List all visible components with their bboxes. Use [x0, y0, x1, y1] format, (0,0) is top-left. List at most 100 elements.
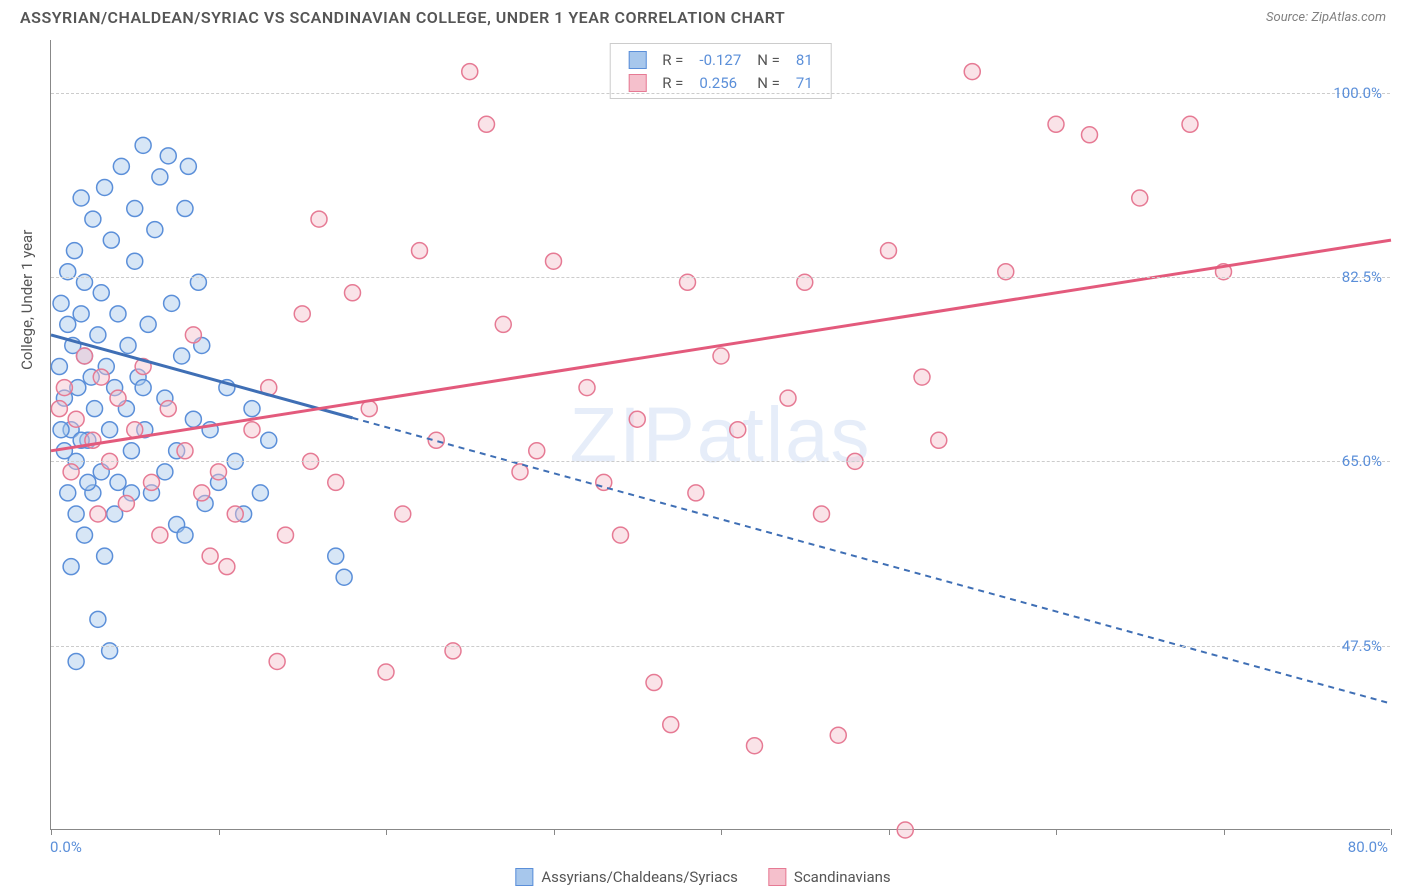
scatter-point: [90, 611, 106, 627]
scatter-point: [68, 653, 84, 669]
scatter-point: [56, 380, 72, 396]
scatter-point: [68, 506, 84, 522]
series-legend: Assyrians/Chaldeans/Syriacs Scandinavian…: [515, 868, 890, 886]
scatter-point: [147, 222, 163, 238]
scatter-point: [164, 295, 180, 311]
scatter-point: [73, 306, 89, 322]
x-tick: [1224, 829, 1225, 835]
trend-line-solid: [51, 240, 1391, 451]
legend-row-series2: R = 0.256 N = 71: [620, 71, 821, 94]
x-tick: [386, 829, 387, 835]
scatter-point: [68, 411, 84, 427]
y-tick-label: 82.5%: [1342, 268, 1382, 286]
legend-r-value-1: -0.127: [691, 48, 749, 71]
scatter-point: [202, 548, 218, 564]
x-axis-max-label: 80.0%: [1348, 838, 1388, 856]
scatter-point: [60, 316, 76, 332]
scatter-point: [261, 432, 277, 448]
scatter-point: [113, 158, 129, 174]
scatter-point: [102, 422, 118, 438]
scatter-point: [269, 653, 285, 669]
scatter-point: [160, 401, 176, 417]
legend-item-series2: Scandinavians: [768, 868, 891, 886]
legend-n-value-1: 81: [788, 48, 821, 71]
swatch-series1: [515, 868, 533, 886]
scatter-point: [123, 443, 139, 459]
scatter-point: [140, 316, 156, 332]
scatter-point: [77, 348, 93, 364]
correlation-legend: R = -0.127 N = 81 R = 0.256 N = 71: [609, 43, 832, 99]
scatter-point: [127, 253, 143, 269]
scatter-point: [90, 327, 106, 343]
x-tick: [1056, 829, 1057, 835]
scatter-point: [931, 432, 947, 448]
scatter-point: [160, 148, 176, 164]
scatter-point: [103, 232, 119, 248]
y-tick-label: 100.0%: [1333, 84, 1382, 102]
scatter-point: [180, 158, 196, 174]
scatter-point: [244, 422, 260, 438]
scatter-point: [830, 727, 846, 743]
source-attribution: Source: ZipAtlas.com: [1266, 10, 1386, 25]
scatter-point: [345, 285, 361, 301]
legend-item-series1: Assyrians/Chaldeans/Syriacs: [515, 868, 738, 886]
scatter-point: [294, 306, 310, 322]
x-tick: [51, 829, 52, 835]
y-tick-label: 65.0%: [1342, 452, 1382, 470]
scatter-point: [462, 64, 478, 80]
gridline: [51, 93, 1390, 94]
scatter-point: [646, 675, 662, 691]
scatter-point: [135, 380, 151, 396]
scatter-point: [336, 569, 352, 585]
scatter-point: [219, 559, 235, 575]
scatter-point: [914, 369, 930, 385]
scatter-point: [881, 243, 897, 259]
scatter-point: [1182, 116, 1198, 132]
scatter-point: [152, 527, 168, 543]
scatter-point: [278, 527, 294, 543]
scatter-point: [152, 169, 168, 185]
legend-r-label: R =: [654, 71, 691, 94]
legend-label-series2: Scandinavians: [794, 868, 891, 886]
scatter-point: [780, 390, 796, 406]
x-tick: [889, 829, 890, 835]
scatter-point: [127, 201, 143, 217]
gridline: [51, 646, 1390, 647]
scatter-point: [51, 359, 67, 375]
scatter-plot-svg: [51, 40, 1390, 829]
scatter-point: [546, 253, 562, 269]
scatter-point: [730, 422, 746, 438]
scatter-point: [157, 464, 173, 480]
scatter-point: [144, 474, 160, 490]
x-axis-min-label: 0.0%: [50, 838, 82, 856]
scatter-point: [63, 559, 79, 575]
scatter-point: [529, 443, 545, 459]
scatter-point: [495, 316, 511, 332]
scatter-point: [90, 506, 106, 522]
legend-label-series1: Assyrians/Chaldeans/Syriacs: [541, 868, 738, 886]
scatter-point: [120, 337, 136, 353]
swatch-series1: [628, 51, 646, 69]
scatter-point: [135, 137, 151, 153]
scatter-point: [51, 401, 67, 417]
scatter-point: [97, 179, 113, 195]
y-tick-label: 47.5%: [1342, 637, 1382, 655]
scatter-point: [688, 485, 704, 501]
scatter-point: [53, 295, 69, 311]
scatter-point: [412, 243, 428, 259]
scatter-point: [66, 243, 82, 259]
legend-n-label: N =: [749, 48, 788, 71]
scatter-point: [53, 422, 69, 438]
scatter-point: [60, 485, 76, 501]
scatter-point: [663, 717, 679, 733]
legend-row-series1: R = -0.127 N = 81: [620, 48, 821, 71]
legend-n-value-2: 71: [788, 71, 821, 94]
scatter-point: [1048, 116, 1064, 132]
scatter-point: [87, 401, 103, 417]
scatter-point: [80, 474, 96, 490]
scatter-point: [73, 190, 89, 206]
scatter-point: [1132, 190, 1148, 206]
legend-r-label: R =: [654, 48, 691, 71]
scatter-point: [211, 464, 227, 480]
swatch-series2: [768, 868, 786, 886]
